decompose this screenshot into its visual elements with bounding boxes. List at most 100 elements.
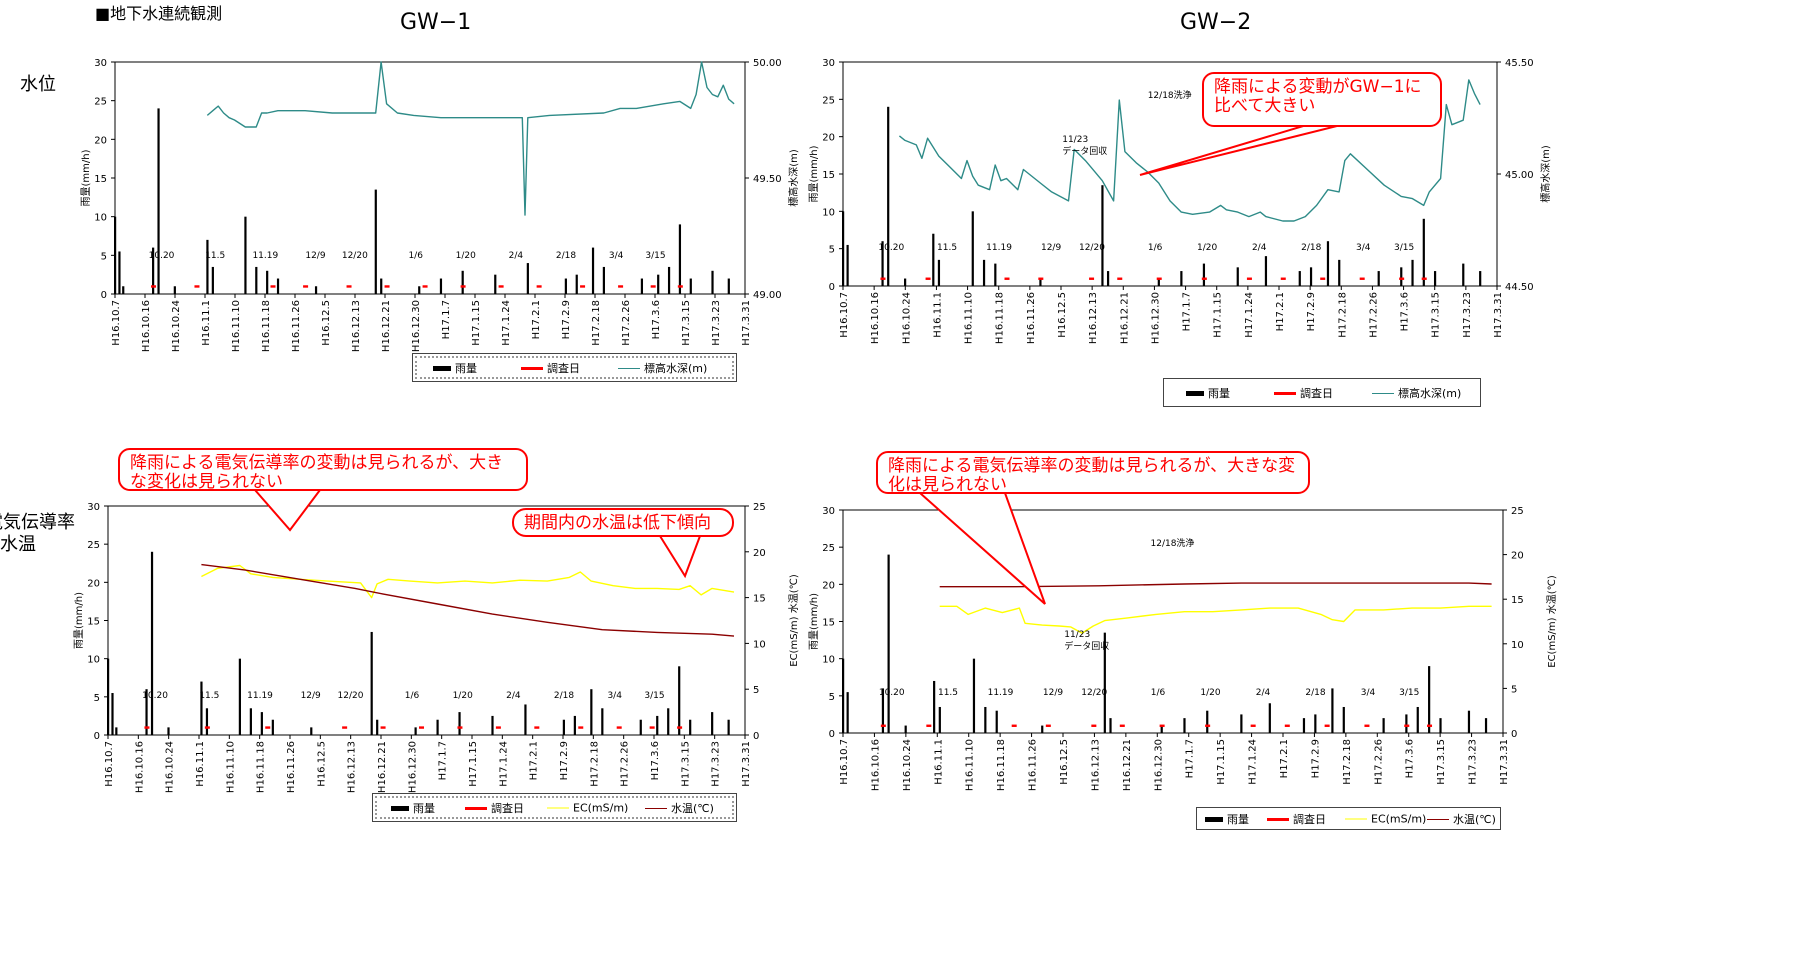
- y-tick-label: 30: [87, 502, 100, 513]
- rain-bar: [689, 719, 692, 735]
- y-tick-label: 10: [822, 207, 835, 218]
- y2-tick-label: 5: [753, 685, 759, 696]
- annotation-label: 1/6: [408, 251, 423, 261]
- rain-bar: [1157, 278, 1160, 286]
- annotation-label: 2/4: [506, 691, 521, 701]
- row-label-ec: 電気伝導率: [0, 512, 75, 533]
- rain-bar: [1484, 718, 1488, 733]
- callout-tail-gw1-temp: [658, 535, 702, 579]
- rain-bar: [1240, 714, 1243, 733]
- survey-marker: [677, 285, 683, 288]
- survey-marker: [1038, 277, 1044, 280]
- x-tick-label: H17.1.15: [471, 300, 482, 346]
- rain-bar: [1103, 632, 1106, 733]
- survey-marker: [536, 285, 542, 288]
- x-tick-label: H16.11.10: [231, 300, 242, 352]
- rain-bar: [1342, 706, 1345, 733]
- x-tick-label: H16.10.16: [870, 292, 881, 344]
- callout-tail-gw2-level: [1139, 123, 1346, 176]
- x-tick-label: H17.3.31: [1493, 292, 1504, 338]
- x-tick-label: H17.3.31: [741, 300, 752, 346]
- rain-bar: [374, 189, 377, 294]
- x-tick-label: H16.11.1: [195, 741, 206, 787]
- rain-bar: [657, 274, 660, 294]
- annotation-label: 12/9: [1043, 688, 1063, 698]
- legend-rain: 雨量: [433, 360, 477, 376]
- rain-bar: [904, 725, 907, 733]
- rain-bar: [1411, 259, 1414, 286]
- x-tick-label: H16.12.13: [347, 741, 358, 793]
- rain-bar: [200, 681, 203, 735]
- rain-bar: [414, 727, 417, 735]
- annotation-label: 1/20: [453, 691, 473, 701]
- annotation-label: 12/9: [301, 691, 321, 701]
- x-tick-label: H16.11.26: [1026, 292, 1037, 344]
- rain-bar: [564, 278, 567, 294]
- annotation-label: 11.19: [988, 688, 1014, 698]
- rain-bar: [573, 715, 576, 735]
- rain-bar: [1462, 263, 1465, 286]
- legend-temp: 水温(℃): [1427, 811, 1496, 827]
- y-tick-label: 10: [94, 213, 107, 224]
- y-tick-label: 25: [822, 543, 835, 554]
- rain-bar: [494, 274, 497, 294]
- x-tick-label: H17.3.23: [1468, 739, 1479, 785]
- survey-marker: [1004, 277, 1010, 280]
- survey-marker: [1205, 724, 1211, 727]
- rain-bar: [1377, 271, 1380, 286]
- rain-bar: [667, 708, 670, 735]
- x-tick-label: H17.1.15: [1213, 292, 1224, 338]
- x-tick-label: H16.10.24: [171, 300, 182, 352]
- survey-marker: [346, 285, 352, 288]
- x-tick-label: H17.2.9: [561, 300, 572, 339]
- legend-ec: EC(mS/m): [1345, 812, 1426, 825]
- annotation-label: 1/6: [1151, 688, 1166, 698]
- survey-marker: [384, 285, 390, 288]
- series-line: [939, 605, 1492, 634]
- series-line: [201, 564, 735, 599]
- annotation-label: 1/20: [1200, 688, 1220, 698]
- series-line: [206, 61, 735, 216]
- legend-survey: 調査日: [1267, 811, 1326, 827]
- annotation-label: 3/15: [645, 251, 665, 261]
- survey-marker: [1359, 277, 1365, 280]
- legend-survey: 調査日: [1274, 385, 1333, 401]
- rain-bar: [1298, 271, 1301, 286]
- annotation-label: 10.20: [879, 688, 905, 698]
- rain-bar: [205, 708, 209, 735]
- rain-bar: [932, 233, 935, 286]
- survey-marker: [194, 285, 200, 288]
- legend-gw2-ec: 雨量 調査日 EC(mS/m) 水温(℃): [1196, 807, 1501, 830]
- rain-bar: [678, 666, 681, 735]
- x-tick-label: H16.12.21: [1122, 739, 1133, 791]
- rain-bar: [575, 274, 578, 294]
- annotation-label: 10.20: [878, 243, 904, 253]
- x-tick-label: H17.2.26: [621, 300, 632, 346]
- survey-marker: [151, 285, 157, 288]
- rain-bar: [881, 688, 885, 733]
- survey-marker: [380, 726, 386, 729]
- survey-marker: [1364, 724, 1370, 727]
- rain-bar: [1180, 271, 1183, 286]
- y-tick-label: 5: [829, 692, 835, 703]
- x-tick-label: H16.11.26: [291, 300, 302, 352]
- rain-bar: [206, 239, 209, 294]
- rain-bar: [711, 712, 714, 735]
- y-axis-label: 雨量(mm/h): [73, 592, 85, 649]
- y-axis-label: 雨量(mm/h): [80, 149, 92, 206]
- x-tick-label: H17.3.23: [711, 300, 722, 346]
- x-tick-label: H17.1.24: [1248, 739, 1259, 785]
- annotation-label: 12/20: [1081, 688, 1107, 698]
- rain-bar: [114, 216, 117, 294]
- rain-bar: [881, 241, 884, 286]
- series-line: [201, 563, 735, 637]
- x-tick-label: H16.11.26: [286, 741, 297, 793]
- rain-bar: [458, 712, 461, 735]
- rain-bar: [639, 719, 642, 735]
- x-tick-label: H16.10.7: [839, 739, 850, 785]
- x-tick-label: H17.2.26: [1373, 739, 1384, 785]
- y2-axis-label: 標高水深(m): [787, 149, 800, 207]
- survey-marker: [534, 726, 540, 729]
- y2-tick-label: 20: [1511, 551, 1524, 562]
